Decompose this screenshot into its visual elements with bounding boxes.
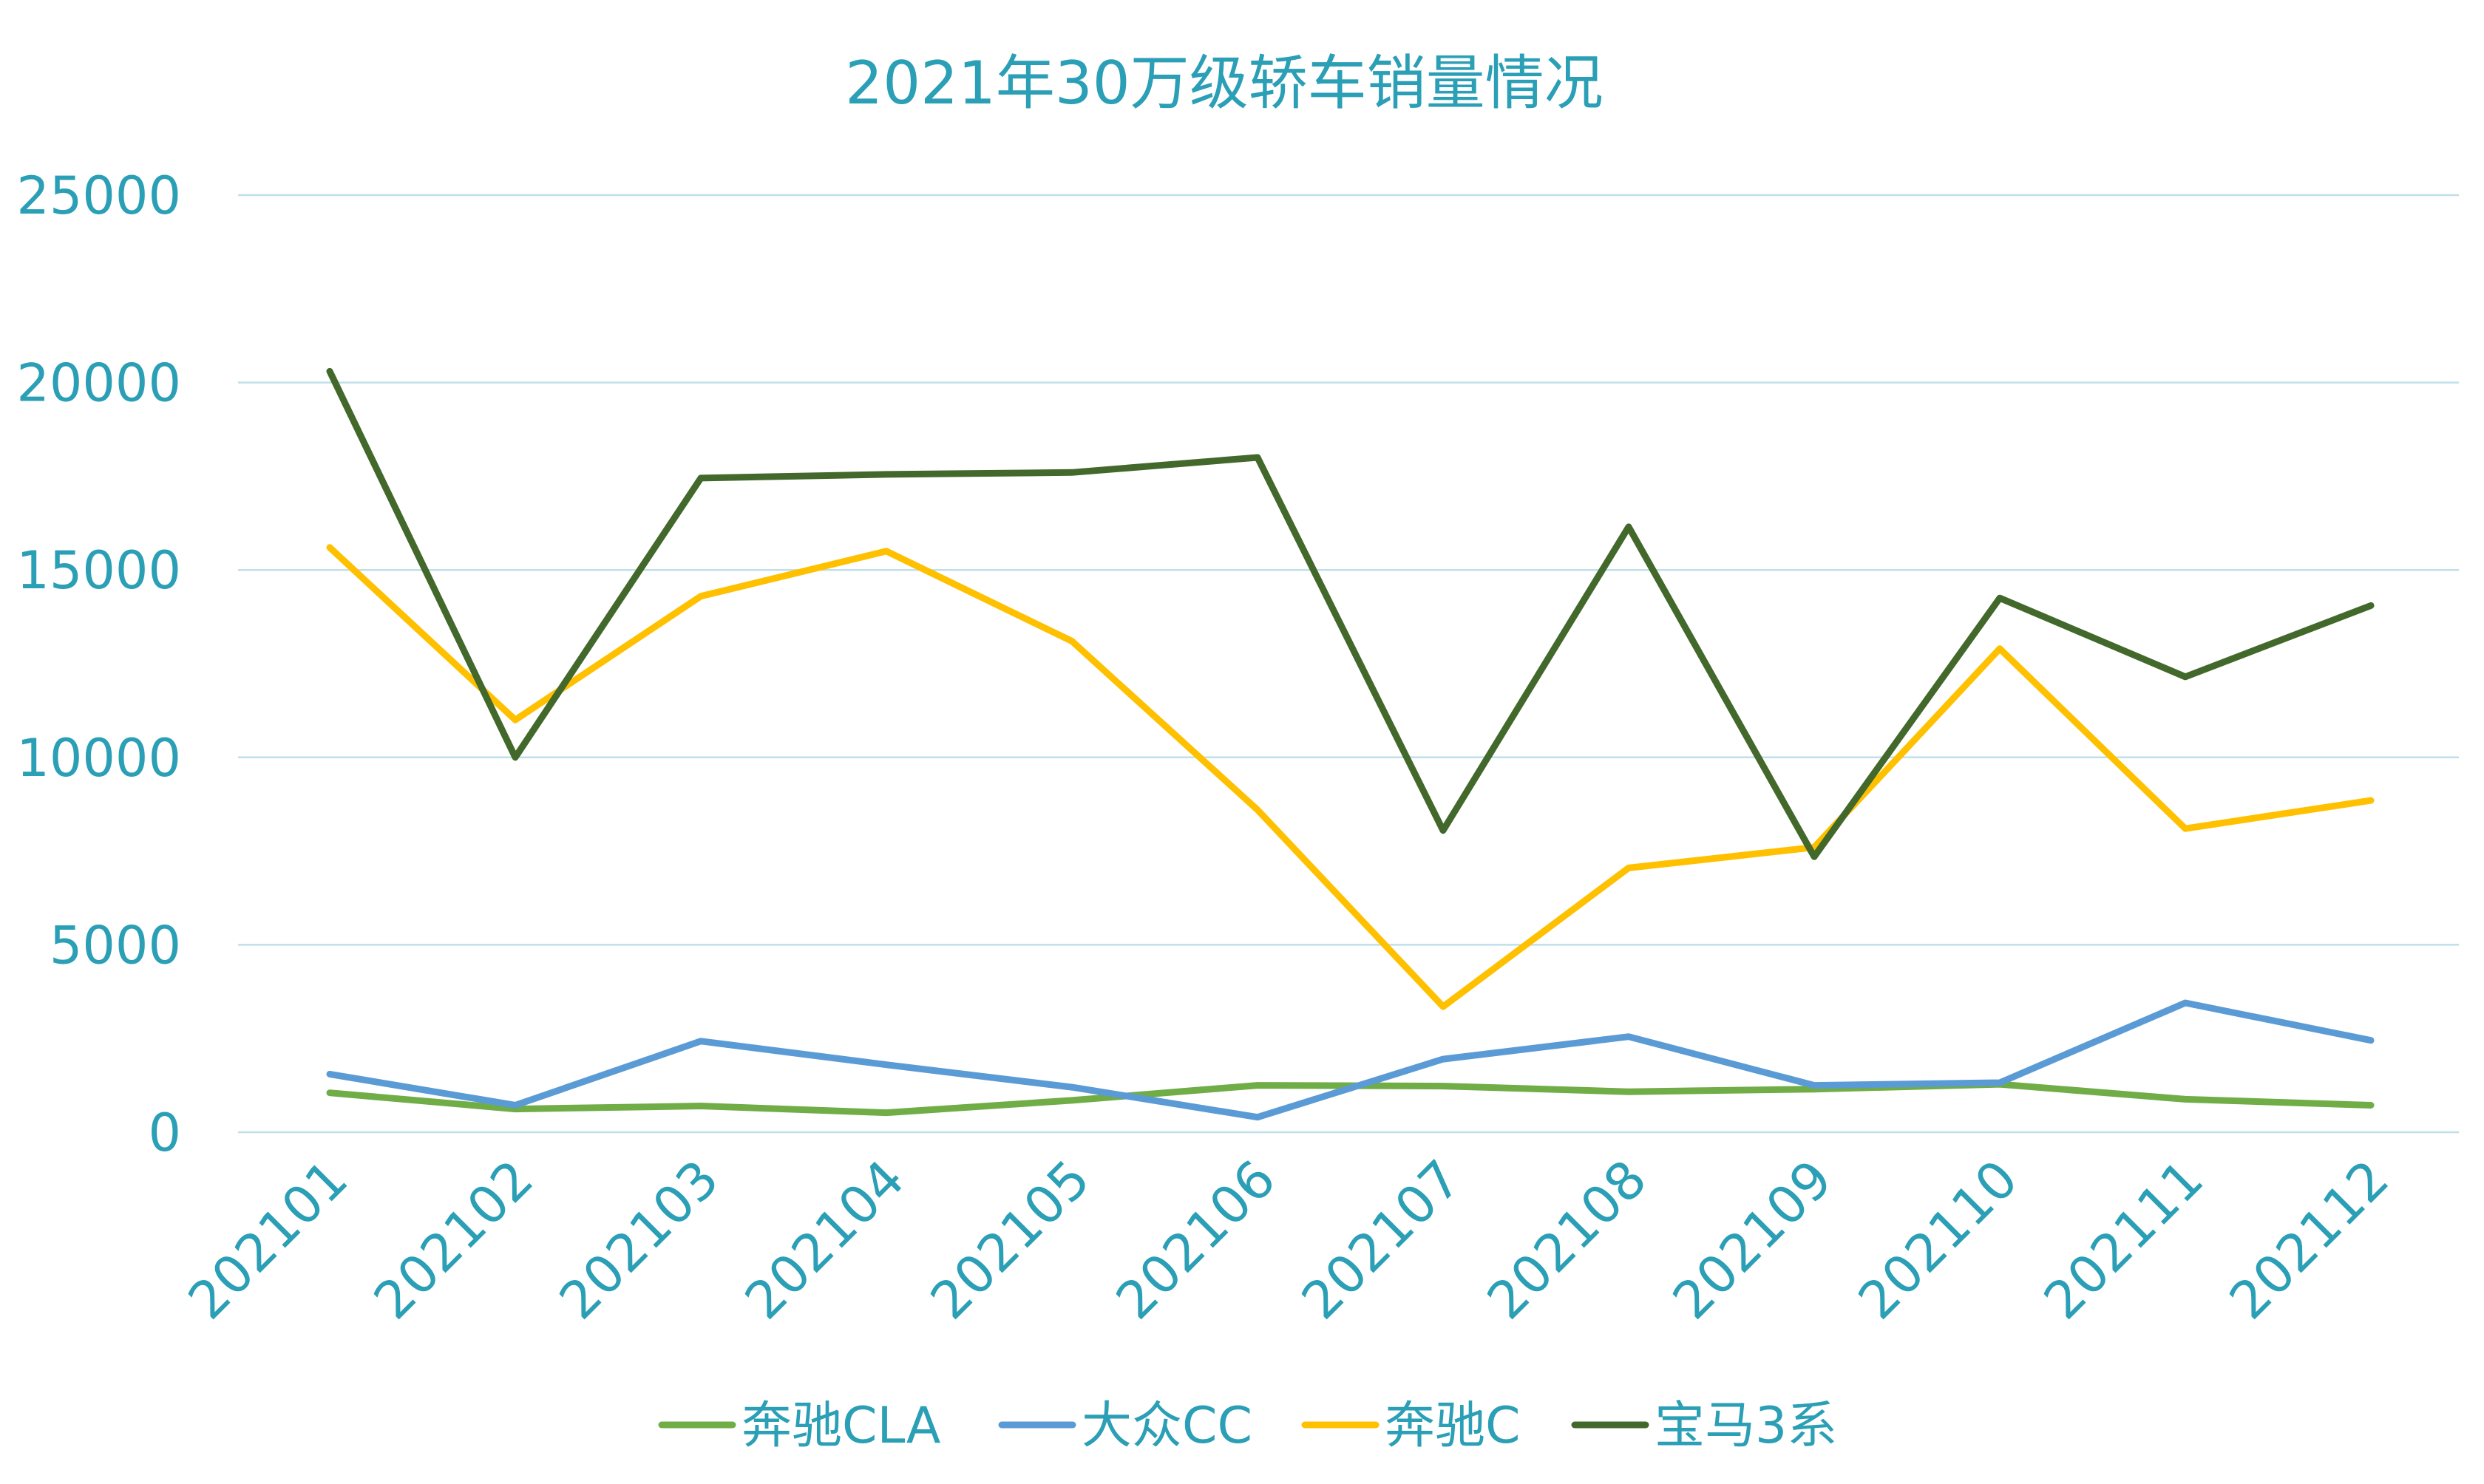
x-tick-label: 202105 <box>919 1148 1102 1331</box>
x-tick-label: 202103 <box>548 1148 730 1331</box>
data-point <box>698 1103 704 1109</box>
data-point <box>1997 645 2003 652</box>
series-line-3 <box>326 367 2375 860</box>
data-point <box>1255 1082 1260 1089</box>
y-tick-label: 10000 <box>16 728 181 789</box>
x-tick-label: 202104 <box>733 1148 916 1331</box>
data-point <box>2368 1037 2374 1044</box>
legend-label: 宝马3系 <box>1655 1397 1837 1455</box>
series-line-2 <box>326 544 2375 1010</box>
data-point <box>1069 1084 1075 1091</box>
data-point <box>327 1089 333 1096</box>
data-point <box>1811 854 1817 860</box>
data-point <box>1255 1114 1260 1120</box>
data-point <box>1626 1089 1632 1095</box>
data-point <box>2368 602 2374 609</box>
data-point <box>1255 455 1260 460</box>
y-tick-label: 5000 <box>50 915 181 976</box>
data-point <box>698 593 704 599</box>
y-tick-label: 15000 <box>16 540 181 601</box>
data-point <box>2182 1000 2188 1006</box>
data-point <box>2182 826 2188 832</box>
x-tick-label: 202111 <box>2032 1148 2215 1331</box>
data-point <box>1069 1097 1075 1103</box>
x-tick-label: 202106 <box>1104 1148 1287 1331</box>
data-point <box>1811 1082 1817 1089</box>
data-point <box>1626 523 1632 530</box>
data-point <box>2182 673 2188 680</box>
data-point <box>2368 797 2374 804</box>
data-point <box>2182 1096 2188 1103</box>
x-tick-label: 202109 <box>1661 1148 1844 1331</box>
data-point <box>883 1109 889 1116</box>
x-tick-label: 202101 <box>177 1148 359 1331</box>
data-point <box>1626 865 1632 871</box>
x-tick-label: 202108 <box>1476 1148 1658 1331</box>
data-point <box>1997 1080 2003 1086</box>
x-tick-label: 202112 <box>2218 1148 2400 1331</box>
data-point <box>512 1102 518 1109</box>
data-point <box>1069 638 1075 644</box>
data-point <box>512 754 518 760</box>
y-tick-label: 0 <box>148 1103 181 1163</box>
data-point <box>883 548 889 554</box>
data-point <box>698 1038 704 1044</box>
data-point <box>1440 1056 1446 1063</box>
legend: 奔驰CLA 大众CC 奔驰C 宝马3系 <box>658 1397 1837 1455</box>
data-point <box>327 544 333 551</box>
data-point <box>1626 1033 1632 1040</box>
y-axis-ticks: 0 5000 10000 15000 20000 25000 <box>16 166 181 1163</box>
y-tick-label: 20000 <box>16 353 181 414</box>
series-lines <box>326 367 2375 1121</box>
data-point <box>883 1061 889 1068</box>
data-point <box>883 471 889 477</box>
data-point <box>1255 806 1260 813</box>
data-point <box>1440 1004 1446 1010</box>
x-tick-label: 202107 <box>1290 1148 1473 1331</box>
data-point <box>1440 827 1446 834</box>
y-tick-label: 25000 <box>16 166 181 226</box>
legend-label: 大众CC <box>1082 1397 1252 1455</box>
data-point <box>1069 469 1075 476</box>
series-line-1 <box>326 999 2375 1121</box>
legend-label: 奔驰C <box>1385 1397 1520 1455</box>
data-point <box>1440 1083 1446 1089</box>
chart-title: 2021年30万级轿车销量情况 <box>845 49 1603 118</box>
data-point <box>512 717 518 724</box>
gridlines <box>238 194 2459 1134</box>
data-point <box>2368 1102 2374 1109</box>
data-point <box>1997 595 2003 602</box>
legend-label: 奔驰CLA <box>742 1397 940 1455</box>
data-point <box>327 1071 333 1078</box>
x-tick-label: 202102 <box>362 1148 545 1331</box>
x-tick-label: 202110 <box>1847 1148 2029 1331</box>
data-point <box>327 368 333 375</box>
data-point <box>698 474 704 481</box>
x-axis-ticks: 202101 202102 202103 202104 202105 202106 2021… <box>177 1148 2400 1331</box>
